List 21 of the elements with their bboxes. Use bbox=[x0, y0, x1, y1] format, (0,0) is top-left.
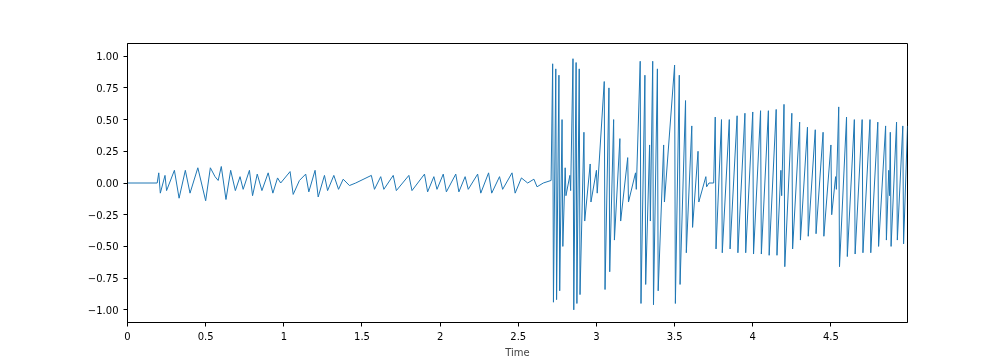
y-tick-label: 0.50 bbox=[96, 114, 119, 126]
y-tick-label: −0.75 bbox=[87, 273, 119, 285]
x-tick-label: 0.5 bbox=[197, 330, 214, 342]
x-tick-label: 0 bbox=[124, 330, 131, 342]
x-tick-label: 2 bbox=[436, 330, 444, 342]
y-tick-label: −0.25 bbox=[87, 209, 119, 221]
x-tick-label: 1.5 bbox=[354, 330, 370, 342]
x-tick-label: 4.5 bbox=[822, 330, 839, 342]
y-tick-label: 0.75 bbox=[96, 82, 119, 94]
y-tick-label: 0.00 bbox=[96, 178, 119, 189]
x-tick-label: 2.5 bbox=[510, 330, 527, 342]
x-tick-label: 3 bbox=[593, 330, 600, 342]
x-axis-title: Time bbox=[504, 346, 530, 358]
line-series bbox=[127, 58, 908, 311]
y-tick-label: 0.25 bbox=[96, 146, 119, 158]
x-tick-label: 4 bbox=[749, 330, 756, 342]
y-tick-label: −1.00 bbox=[87, 304, 119, 316]
x-tick-label: 3.5 bbox=[666, 330, 683, 342]
x-tick-label: 1 bbox=[280, 330, 288, 342]
y-tick-label: −0.50 bbox=[87, 241, 119, 253]
y-tick-label: 1.00 bbox=[96, 51, 119, 63]
